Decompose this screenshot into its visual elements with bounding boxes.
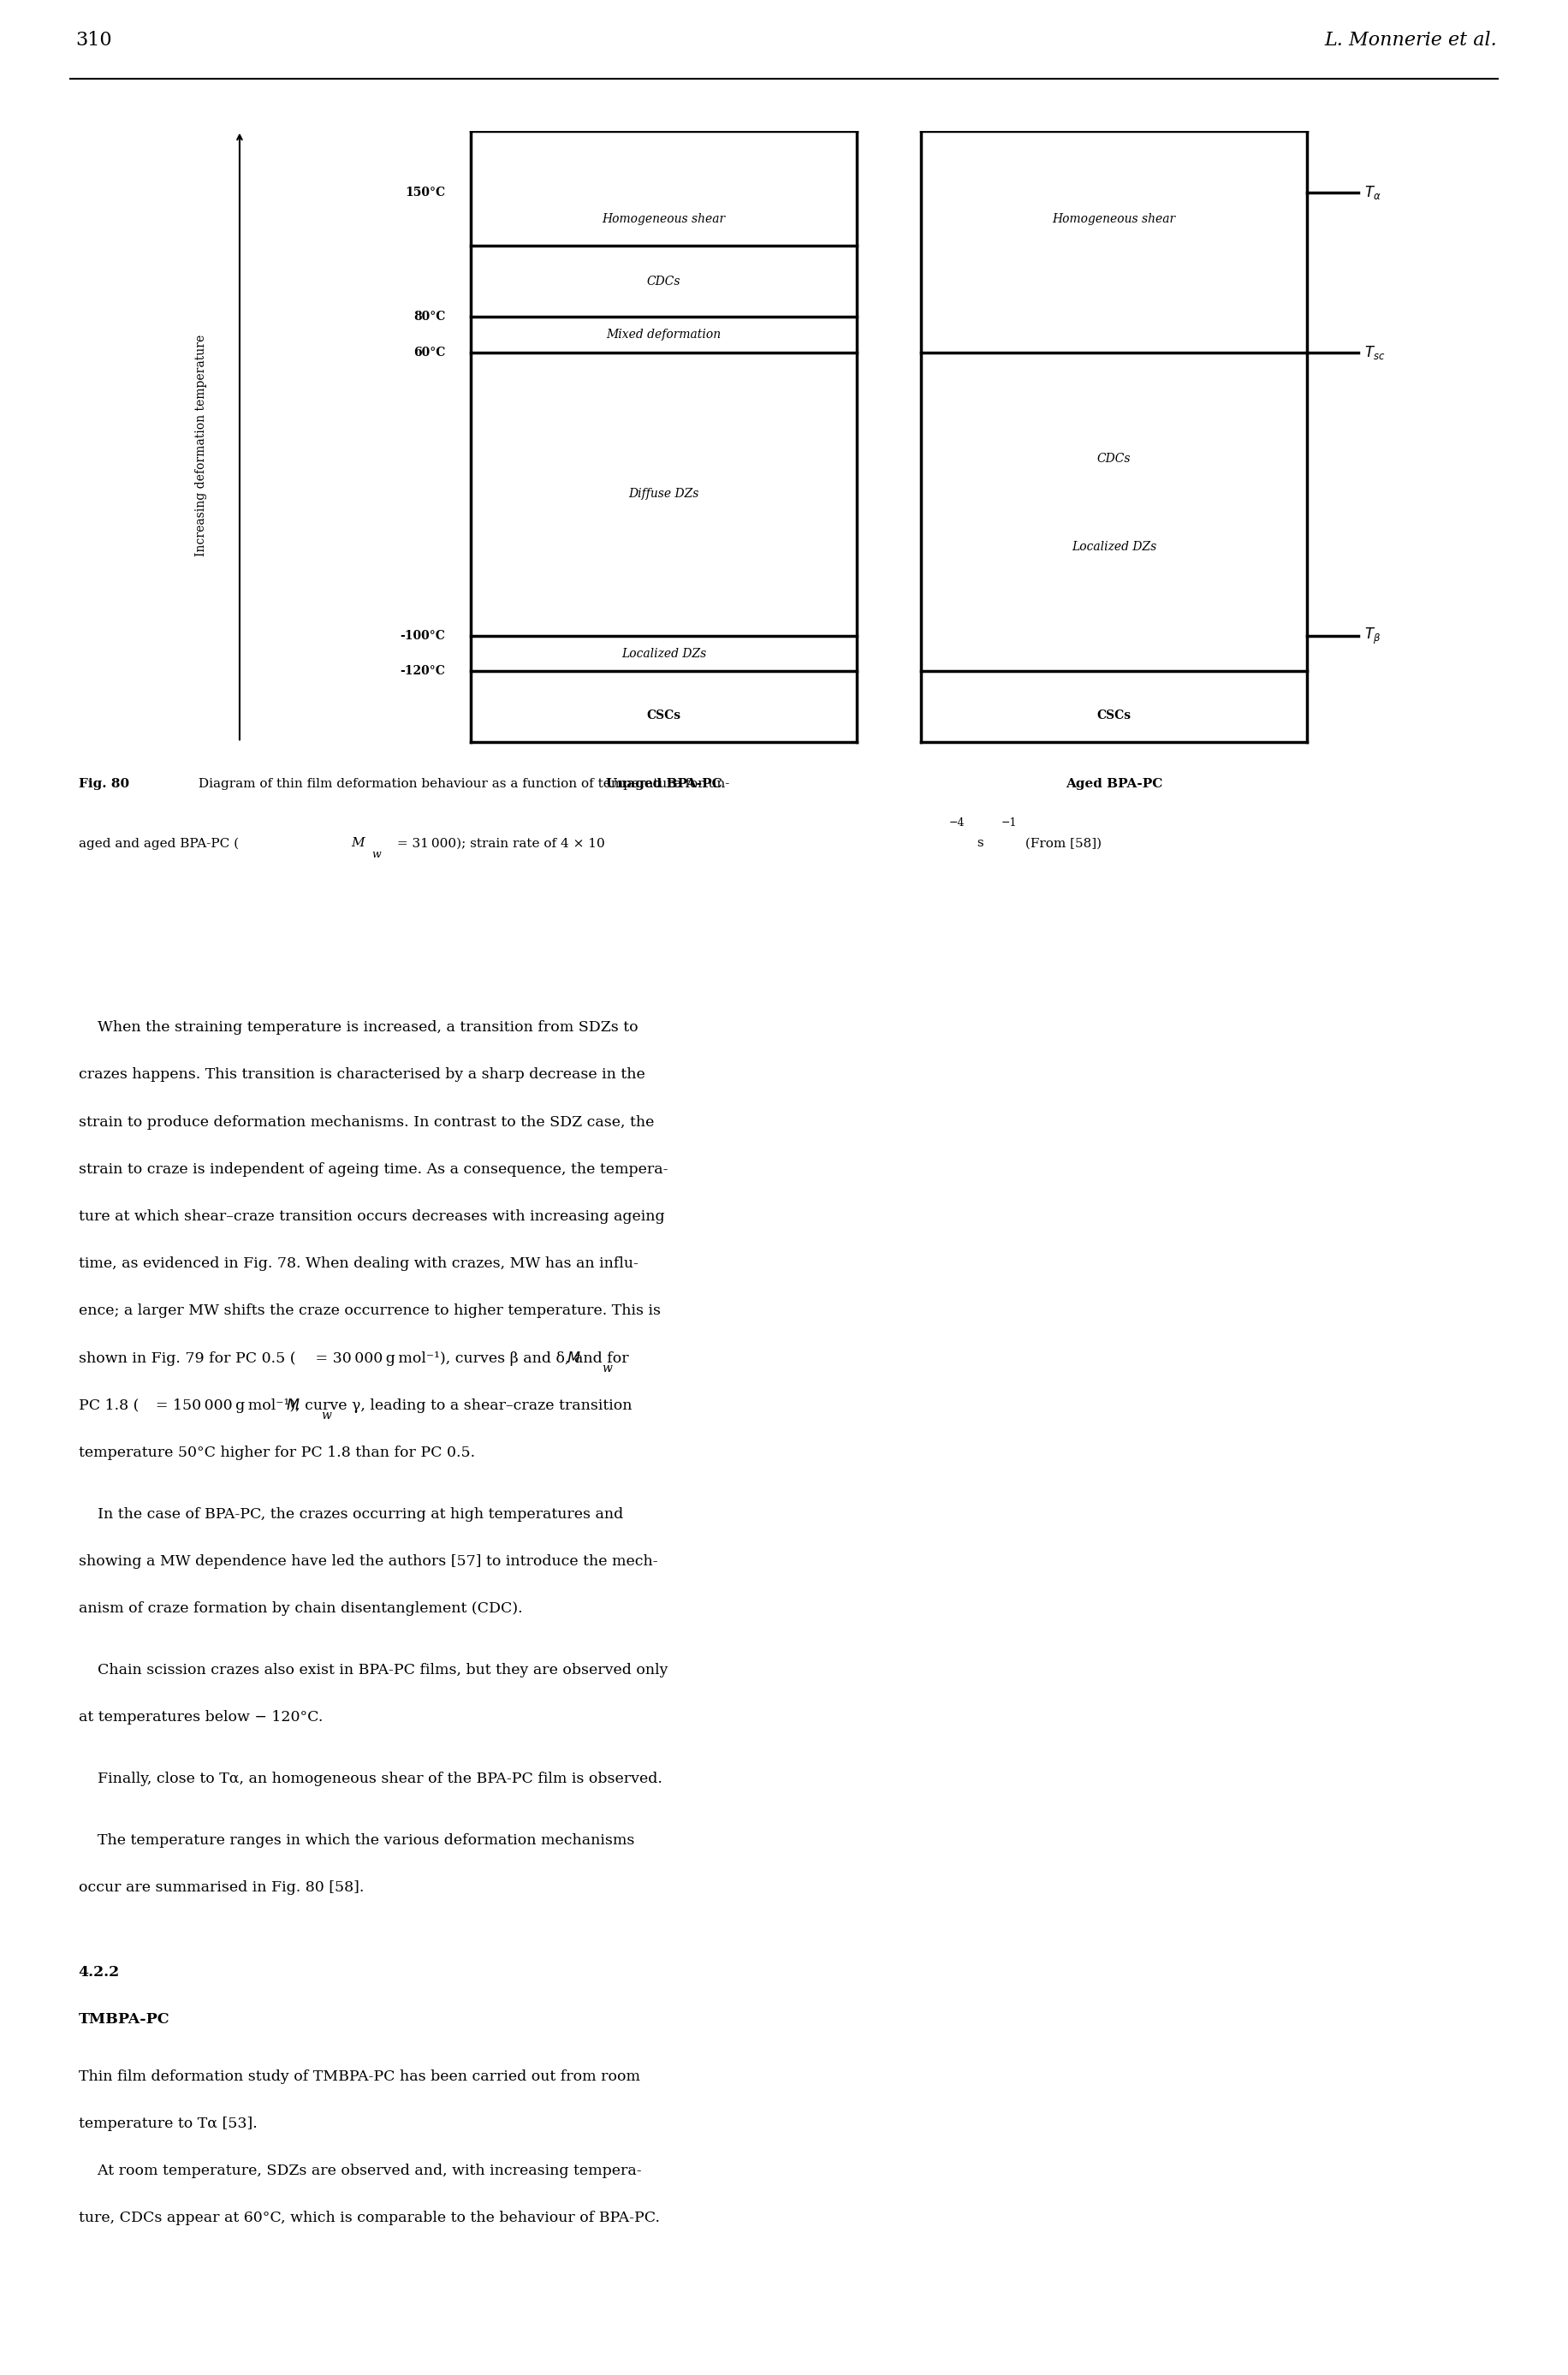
Text: = 31 000); strain rate of 4 × 10: = 31 000); strain rate of 4 × 10 [394, 838, 605, 850]
Text: Diffuse DZs: Diffuse DZs [629, 489, 699, 501]
Text: aged and aged BPA-PC (: aged and aged BPA-PC ( [78, 838, 238, 850]
Text: shown in Fig. 79 for PC 0.5 (      = 30 000 g mol⁻¹), curves β and δ, and for: shown in Fig. 79 for PC 0.5 ( = 30 000 g… [78, 1351, 629, 1366]
Text: Aged BPA-PC: Aged BPA-PC [1065, 777, 1162, 791]
Text: occur are summarised in Fig. 80 [58].: occur are summarised in Fig. 80 [58]. [78, 1881, 364, 1895]
Text: PC 1.8 (     = 150 000 g mol⁻¹), curve γ, leading to a shear–craze transition: PC 1.8 ( = 150 000 g mol⁻¹), curve γ, le… [78, 1399, 632, 1413]
Text: Homogeneous shear: Homogeneous shear [602, 214, 726, 226]
Text: ence; a larger MW shifts the craze occurrence to higher temperature. This is: ence; a larger MW shifts the craze occur… [78, 1304, 660, 1318]
Text: w: w [321, 1408, 331, 1420]
Text: CDCs: CDCs [648, 276, 681, 287]
Text: $M$: $M$ [285, 1399, 299, 1413]
Text: 80°C: 80°C [414, 311, 445, 323]
Text: $M$: $M$ [566, 1351, 580, 1366]
Text: 310: 310 [75, 31, 111, 50]
Text: Increasing deformation temperature: Increasing deformation temperature [194, 335, 207, 556]
Text: 150°C: 150°C [405, 188, 445, 200]
Text: Localized DZs: Localized DZs [621, 648, 706, 660]
Text: -120°C: -120°C [400, 665, 445, 677]
Text: $T_{sc}$: $T_{sc}$ [1364, 344, 1386, 361]
Text: Diagram of thin film deformation behaviour as a function of temperature for un-: Diagram of thin film deformation behavio… [194, 777, 729, 791]
Text: −4: −4 [949, 817, 964, 829]
Text: Localized DZs: Localized DZs [1071, 542, 1156, 553]
Text: Thin film deformation study of TMBPA-PC has been carried out from room: Thin film deformation study of TMBPA-PC … [78, 2069, 640, 2083]
Text: TMBPA-PC: TMBPA-PC [78, 2012, 169, 2026]
Text: showing a MW dependence have led the authors [57] to introduce the mech-: showing a MW dependence have led the aut… [78, 1553, 657, 1570]
Text: time, as evidenced in Fig. 78. When dealing with crazes, MW has an influ-: time, as evidenced in Fig. 78. When deal… [78, 1256, 638, 1271]
Text: 60°C: 60°C [414, 347, 445, 359]
Text: (From [58]): (From [58]) [1021, 838, 1102, 850]
Text: Homogeneous shear: Homogeneous shear [1052, 214, 1176, 226]
Text: CSCs: CSCs [646, 710, 681, 722]
Text: w: w [602, 1363, 612, 1375]
Text: ture at which shear–craze transition occurs decreases with increasing ageing: ture at which shear–craze transition occ… [78, 1209, 665, 1223]
Text: temperature 50°C higher for PC 1.8 than for PC 0.5.: temperature 50°C higher for PC 1.8 than … [78, 1446, 475, 1461]
Text: Unaged BPA-PC: Unaged BPA-PC [605, 777, 721, 791]
Text: w: w [372, 850, 381, 860]
Text: at temperatures below − 120°C.: at temperatures below − 120°C. [78, 1710, 323, 1724]
Text: s: s [974, 838, 983, 850]
Text: strain to craze is independent of ageing time. As a consequence, the tempera-: strain to craze is independent of ageing… [78, 1161, 668, 1176]
Text: anism of craze formation by chain disentanglement (CDC).: anism of craze formation by chain disent… [78, 1601, 522, 1615]
Text: Mixed deformation: Mixed deformation [607, 328, 721, 340]
Text: When the straining temperature is increased, a transition from SDZs to: When the straining temperature is increa… [78, 1021, 638, 1036]
Text: L. Monnerie et al.: L. Monnerie et al. [1325, 31, 1497, 50]
Text: Chain scission crazes also exist in BPA-PC films, but they are observed only: Chain scission crazes also exist in BPA-… [78, 1662, 668, 1677]
Text: Fig. 80: Fig. 80 [78, 777, 129, 791]
Text: CDCs: CDCs [1098, 454, 1131, 466]
Text: At room temperature, SDZs are observed and, with increasing tempera-: At room temperature, SDZs are observed a… [78, 2164, 641, 2178]
Text: crazes happens. This transition is characterised by a sharp decrease in the: crazes happens. This transition is chara… [78, 1069, 644, 1083]
Text: temperature to Tα [53].: temperature to Tα [53]. [78, 2116, 257, 2130]
Text: ture, CDCs appear at 60°C, which is comparable to the behaviour of BPA-PC.: ture, CDCs appear at 60°C, which is comp… [78, 2211, 660, 2225]
Text: −1: −1 [1002, 817, 1018, 829]
Text: Finally, close to Tα, an homogeneous shear of the BPA-PC film is observed.: Finally, close to Tα, an homogeneous she… [78, 1772, 662, 1786]
Text: -100°C: -100°C [400, 629, 445, 641]
Text: CSCs: CSCs [1096, 710, 1131, 722]
Text: $T_{\alpha}$: $T_{\alpha}$ [1364, 185, 1381, 202]
Text: $T_{\beta}$: $T_{\beta}$ [1364, 627, 1381, 646]
Text: The temperature ranges in which the various deformation mechanisms: The temperature ranges in which the vari… [78, 1834, 633, 1848]
Text: M: M [351, 838, 364, 850]
Text: 4.2.2: 4.2.2 [78, 1964, 119, 1981]
Text: strain to produce deformation mechanisms. In contrast to the SDZ case, the: strain to produce deformation mechanisms… [78, 1114, 654, 1130]
Text: In the case of BPA-PC, the crazes occurring at high temperatures and: In the case of BPA-PC, the crazes occurr… [78, 1506, 622, 1522]
